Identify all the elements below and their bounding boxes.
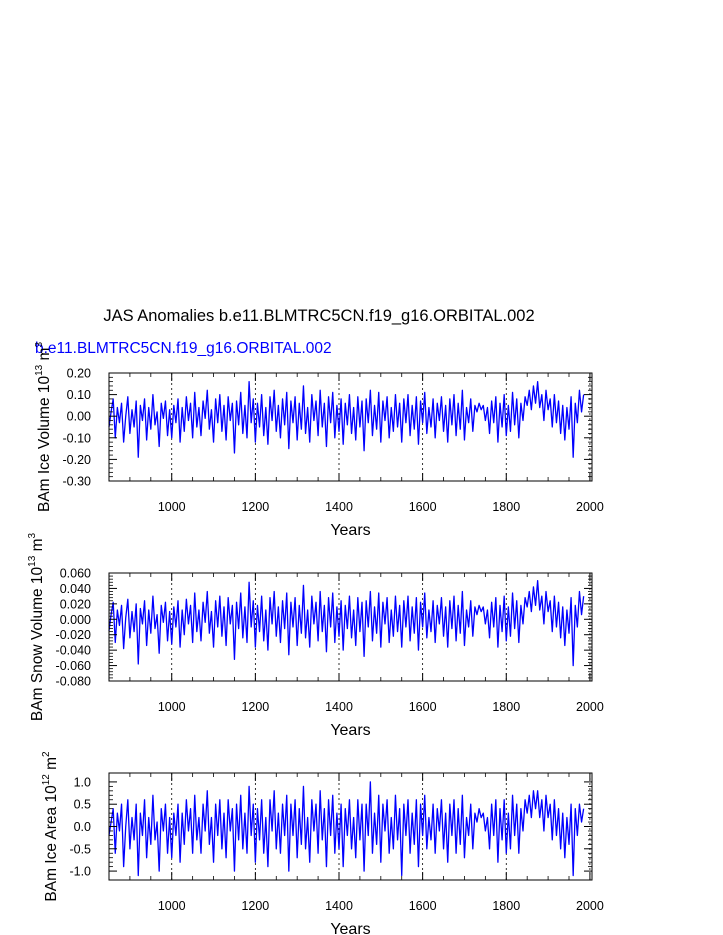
y-tick-label: -0.5 [69,842,91,856]
y-tick-label: 0.020 [60,597,91,611]
x-tick-label: 1600 [409,899,437,913]
y-axis-label-unit-exponent: 2 [41,751,52,757]
y-axis-label: BAm Ice Volume 1013 m3 [34,342,53,512]
x-tick-label: 1400 [325,700,353,714]
y-tick-label: 0.20 [67,367,91,381]
x-tick-label: 1000 [158,500,186,514]
y-axis-label-text: BAm Ice Volume 10 [36,376,53,513]
x-tick-label: 2000 [576,899,604,913]
y-axis-label-exponent: 13 [27,555,38,567]
x-tick-label: 1600 [409,700,437,714]
y-axis-label-unit-exponent: 3 [27,532,38,538]
x-tick-label: 1800 [492,700,520,714]
x-tick-label: 1400 [325,899,353,913]
x-tick-label: 1200 [241,700,269,714]
y-tick-label: -0.020 [56,628,91,642]
y-axis-label: BAm Ice Area 1012 m2 [41,751,60,902]
y-tick-label: 0.10 [67,388,91,402]
y-axis-label-unit: m [36,348,53,365]
y-tick-label: -0.30 [63,475,92,489]
x-axis-label: Years [330,522,370,539]
y-axis-label-text: BAm Snow Volume 10 [29,566,46,721]
plot-frame [108,372,593,482]
x-tick-label: 1800 [492,500,520,514]
x-tick-label: 1600 [409,500,437,514]
y-axis-label-exponent: 13 [34,364,45,376]
y-tick-label: -0.080 [56,675,91,689]
series-line-1 [108,380,585,458]
x-tick-label: 1800 [492,899,520,913]
chart-panel-1: 1000 1200 1400 1600 1800 2000 0.20 0.10 0.00 -0.1… [34,342,604,539]
x-tick-label: 1000 [158,700,186,714]
chart-panel-3: 1000 1200 1400 1600 1800 2000 1.0 0.5 0.0 -0.5 -1.… [41,751,604,935]
x-tick-label: 1200 [241,500,269,514]
x-tick-label: 1000 [158,899,186,913]
y-axis-label-exponent: 12 [41,774,52,786]
y-tick-label: 0.5 [74,798,91,812]
y-tick-label: 0.000 [60,613,91,627]
y-tick-label: -0.20 [63,453,92,467]
chart-title: JAS Anomalies b.e11.BLMTRC5CN.f19_g16.OR… [103,307,534,325]
y-axis-label-text: BAm Ice Area 10 [43,785,60,902]
y-tick-label: 0.0 [74,820,91,834]
series-line-1 [108,580,585,667]
y-tick-label: -0.060 [56,659,91,673]
y-tick-label: 0.060 [60,567,91,581]
y-axis-label: BAm Snow Volume 1013 m3 [27,532,46,721]
series-line-1 [108,781,585,877]
y-axis-label-unit: m [29,538,46,555]
y-tick-label: -0.10 [63,431,92,445]
x-axis-label: Years [330,921,370,935]
y-tick-label: -1.0 [69,865,91,879]
x-axis-label: Years [330,722,370,739]
x-tick-label: 2000 [576,700,604,714]
plot-frame [108,572,593,682]
y-tick-label: 0.00 [67,410,91,424]
y-tick-label: -0.040 [56,644,91,658]
x-tick-label: 1400 [325,500,353,514]
y-axis-label-unit-exponent: 3 [34,342,45,348]
chart-subtitle: b.e11.BLMTRC5CN.f19_g16.ORBITAL.002 [35,340,332,357]
chart-panels: 1000 1200 1400 1600 1800 2000 0.20 0.10 0.00 -0.1… [27,342,604,935]
x-tick-label: 2000 [576,500,604,514]
y-axis-label-unit: m [43,757,60,774]
x-tick-label: 1200 [241,899,269,913]
y-tick-label: 1.0 [74,775,91,789]
y-tick-label: 0.040 [60,582,91,596]
